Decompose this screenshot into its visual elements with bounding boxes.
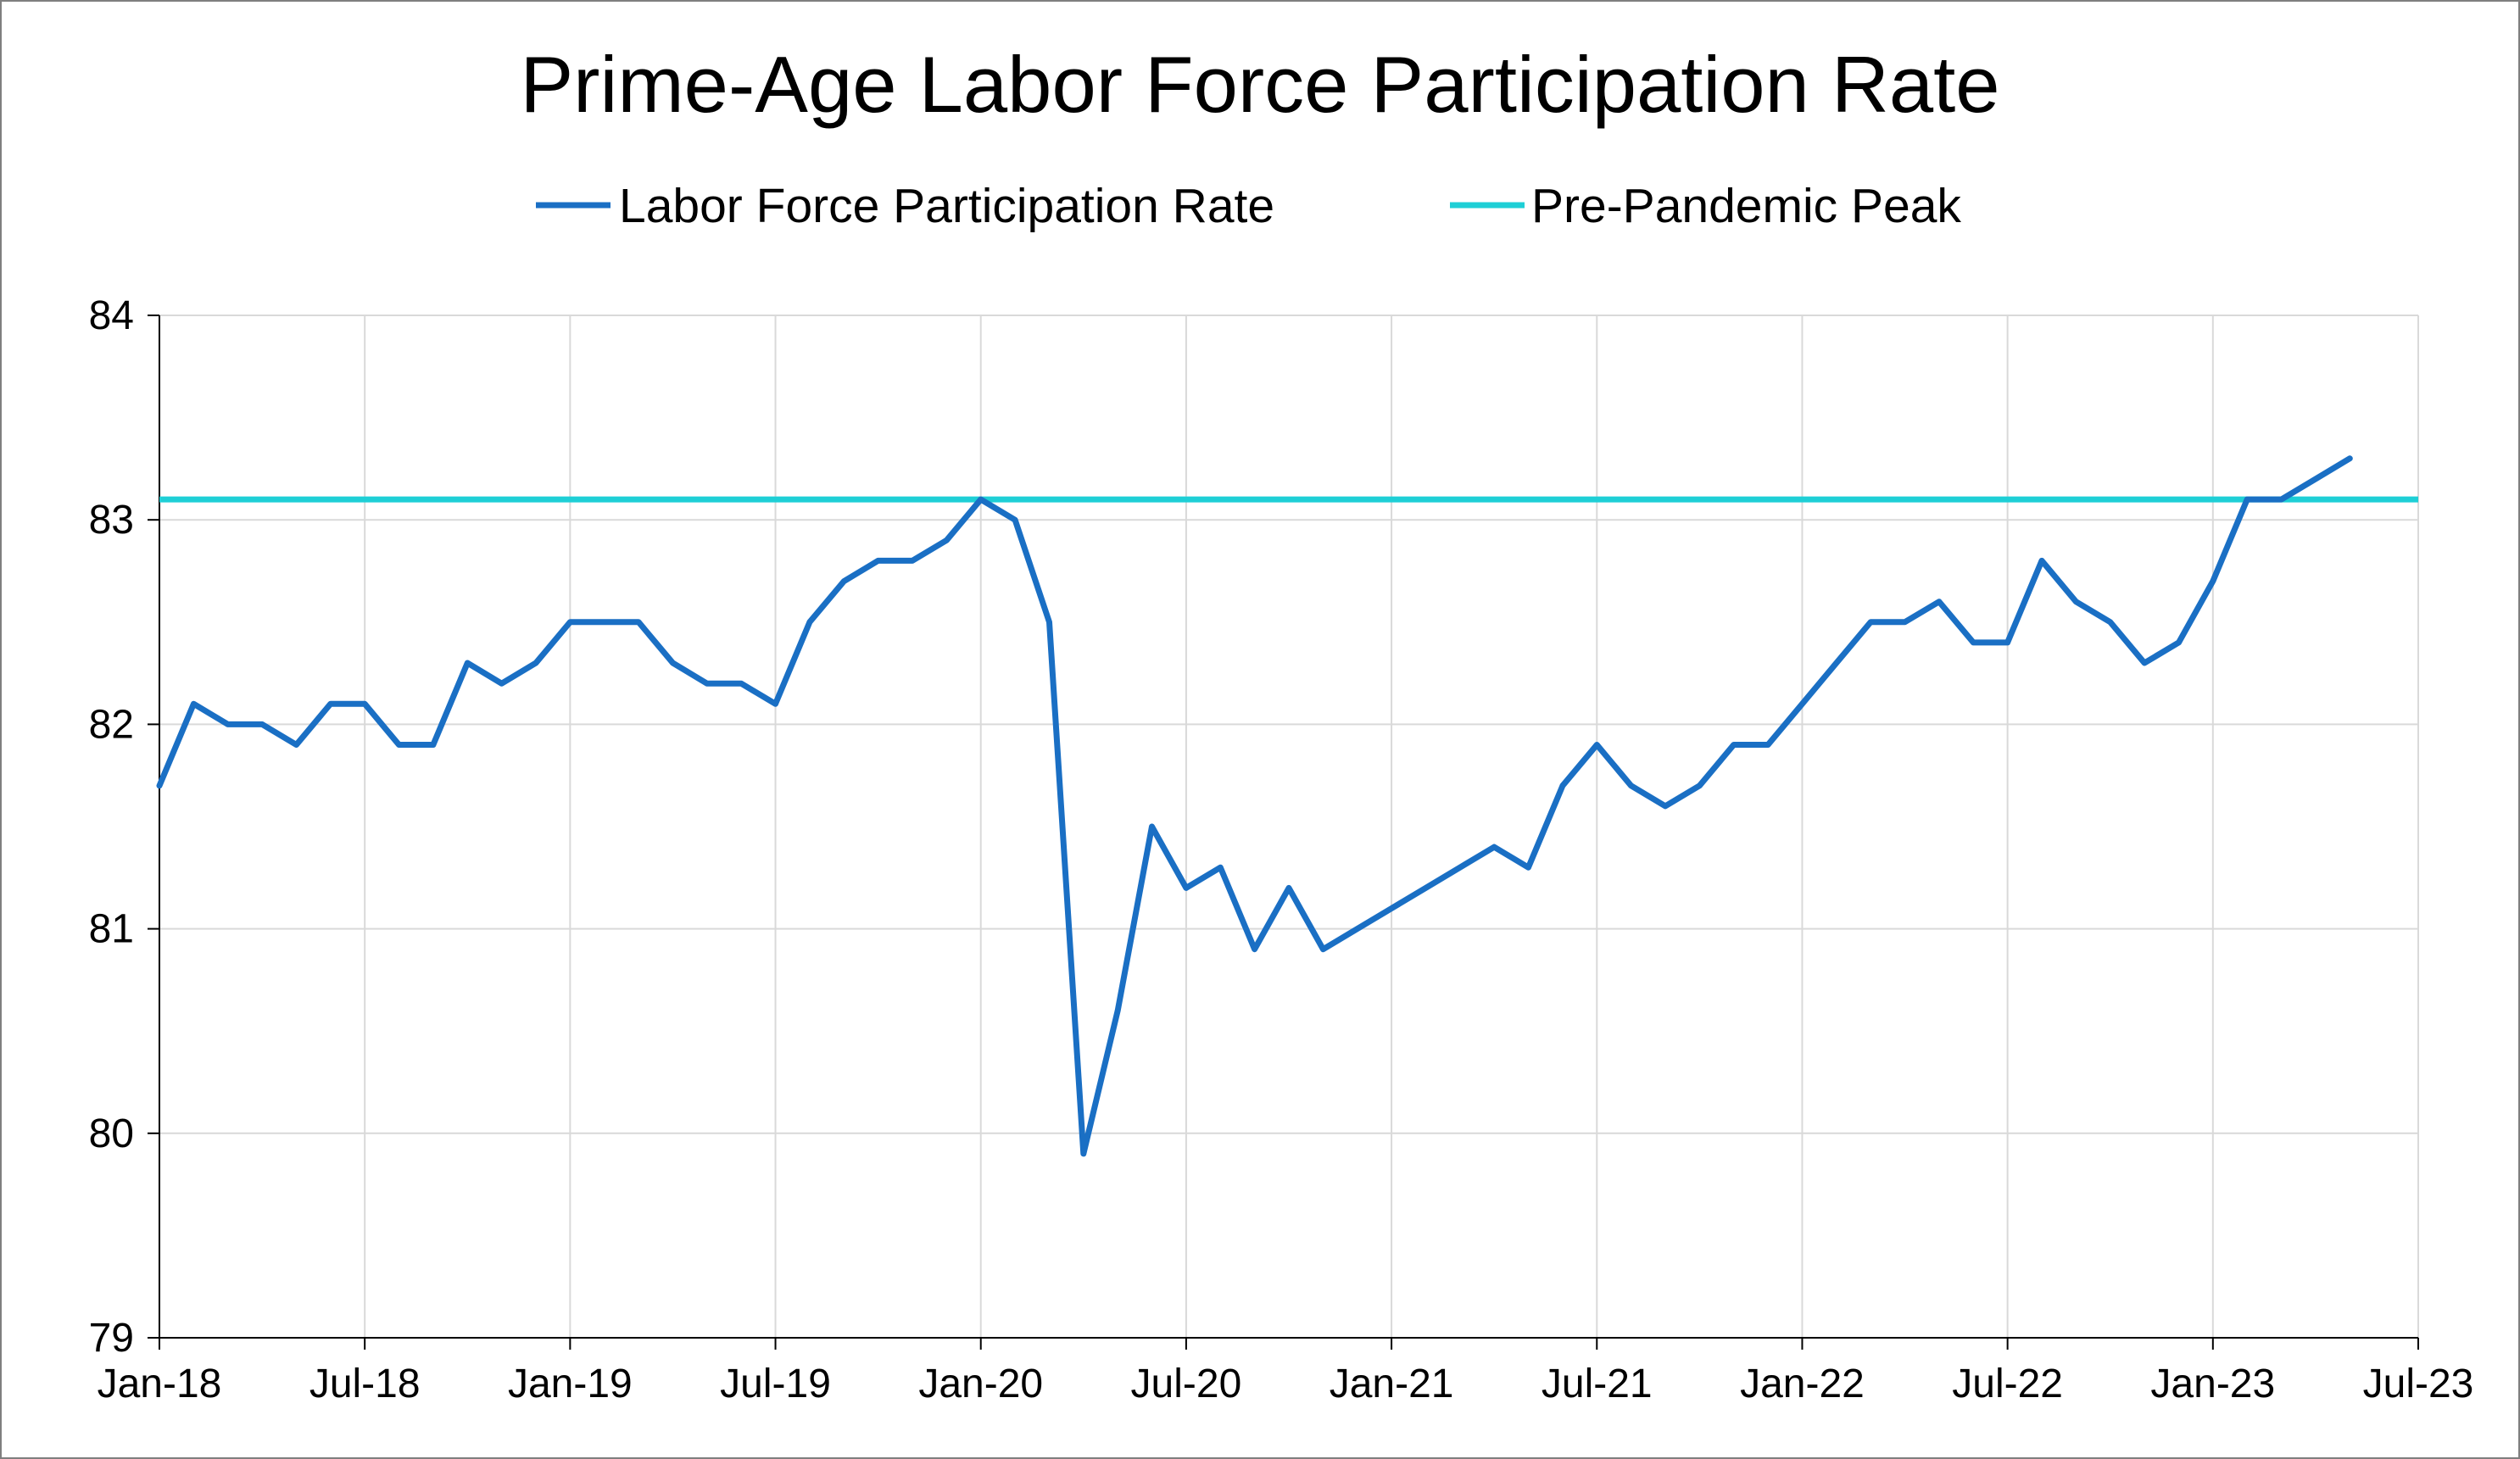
labor-force-data-point	[2346, 455, 2353, 462]
x-tick-label: Jan-22	[1740, 1362, 1865, 1406]
chart-title: Prime-Age Labor Force Participation Rate	[520, 40, 1999, 129]
labor-force-data-point	[2072, 599, 2079, 605]
labor-force-data-point	[1765, 742, 1771, 749]
y-tick-label: 82	[89, 702, 134, 747]
x-tick-label: Jul-23	[2363, 1362, 2474, 1406]
y-tick-label: 81	[89, 907, 134, 952]
y-tick-label: 83	[89, 498, 134, 543]
x-tick-label: Jan-19	[508, 1362, 633, 1406]
labor-force-data-point	[670, 660, 677, 666]
labor-force-data-point	[2244, 496, 2250, 503]
labor-force-data-point	[259, 721, 265, 727]
labor-force-data-point	[1936, 599, 1943, 605]
labor-force-data-point	[464, 660, 471, 666]
labor-force-data-point	[635, 619, 642, 626]
labor-force-data-point	[566, 619, 573, 626]
x-tick-label: Jul-21	[1542, 1362, 1653, 1406]
labor-force-participation-line	[156, 455, 2353, 1157]
labor-force-data-point	[396, 742, 403, 749]
legend-label-labor-force: Labor Force Participation Rate	[619, 179, 1274, 233]
labor-force-data-point	[1080, 1150, 1087, 1157]
labor-force-data-point	[1457, 864, 1463, 871]
x-tick-label: Jan-23	[2150, 1362, 2275, 1406]
y-tick-label: 84	[89, 293, 134, 338]
labor-force-data-point	[1046, 619, 1053, 626]
labor-force-data-point	[1525, 864, 1532, 871]
labor-force-data-point	[361, 700, 368, 707]
x-tick-label: Jul-19	[720, 1362, 831, 1406]
labor-force-data-point	[2038, 557, 2045, 564]
labor-force-data-point	[2176, 639, 2183, 646]
labor-force-data-point	[1388, 905, 1395, 912]
labor-force-data-point	[327, 700, 334, 707]
labor-force-data-point	[772, 700, 779, 707]
x-tick-label: Jan-21	[1330, 1362, 1454, 1406]
x-tick-label: Jul-20	[1131, 1362, 1242, 1406]
labor-force-data-point	[430, 742, 437, 749]
labor-force-data-point	[1731, 742, 1737, 749]
x-tick-label: Jul-22	[1952, 1362, 2063, 1406]
labor-force-data-point	[1354, 926, 1361, 933]
labor-force-data-point	[1252, 946, 1258, 953]
labor-force-data-point	[499, 680, 505, 687]
labor-force-data-point	[1593, 742, 1600, 749]
labor-force-data-point	[532, 660, 539, 666]
labor-force-data-point	[2107, 619, 2114, 626]
labor-force-data-point	[190, 700, 197, 707]
labor-force-data-point	[840, 578, 847, 585]
labor-force-data-point	[1183, 884, 1190, 891]
labor-force-data-point	[875, 557, 882, 564]
labor-force-data-point	[601, 619, 608, 626]
gridlines	[159, 315, 2419, 1338]
labor-force-data-point	[293, 742, 300, 749]
legend-label-pre-pandemic-peak: Pre-Pandemic Peak	[1531, 179, 1961, 233]
labor-force-data-point	[1114, 1007, 1121, 1014]
labor-force-data-point	[738, 680, 744, 687]
labor-force-data-point	[1559, 782, 1566, 789]
labor-force-data-point	[156, 782, 163, 789]
labor-force-data-point	[1628, 782, 1635, 789]
y-tick-label: 79	[89, 1316, 134, 1361]
labor-force-data-point	[943, 537, 950, 543]
labor-force-data-point	[909, 557, 916, 564]
labor-force-data-point	[1799, 700, 1806, 707]
labor-force-data-point	[1149, 823, 1156, 830]
labor-force-data-point	[1902, 619, 1909, 626]
y-axis-tick-labels: 79 80 81 82 83 84	[89, 293, 134, 1361]
labor-force-data-point	[2278, 496, 2285, 503]
labor-force-data-point	[1970, 639, 1976, 646]
labor-force-data-point	[1867, 619, 1874, 626]
series-layer	[156, 455, 2418, 1157]
x-tick-label: Jul-18	[309, 1362, 421, 1406]
labor-force-data-point	[1423, 884, 1430, 891]
labor-force-data-point	[1012, 516, 1018, 523]
axes	[148, 315, 2419, 1350]
x-tick-label: Jan-18	[98, 1362, 222, 1406]
y-tick-label: 80	[89, 1111, 134, 1156]
labor-force-data-point	[978, 496, 984, 503]
labor-force-data-point	[2210, 578, 2216, 585]
labor-force-data-point	[1696, 782, 1703, 789]
legend: Labor Force Participation Rate Pre-Pande…	[536, 179, 1961, 233]
x-tick-label: Jan-20	[918, 1362, 1043, 1406]
x-axis-tick-labels: Jan-18 Jul-18 Jan-19 Jul-19 Jan-20 Jul-20 Jan-…	[98, 1362, 2474, 1406]
labor-force-data-point	[2312, 476, 2319, 482]
labor-force-data-point	[1217, 864, 1224, 871]
labor-force-data-point	[1319, 946, 1326, 953]
labor-force-data-point	[2004, 639, 2011, 646]
labor-force-data-point	[2141, 660, 2148, 666]
labor-force-data-point	[1662, 803, 1669, 810]
labor-force-data-point	[1285, 884, 1292, 891]
labor-force-data-point	[704, 680, 711, 687]
labor-force-data-point	[225, 721, 231, 727]
labor-force-data-point	[1833, 660, 1840, 666]
labor-force-data-point	[1491, 844, 1497, 850]
labor-force-data-point	[806, 619, 813, 626]
